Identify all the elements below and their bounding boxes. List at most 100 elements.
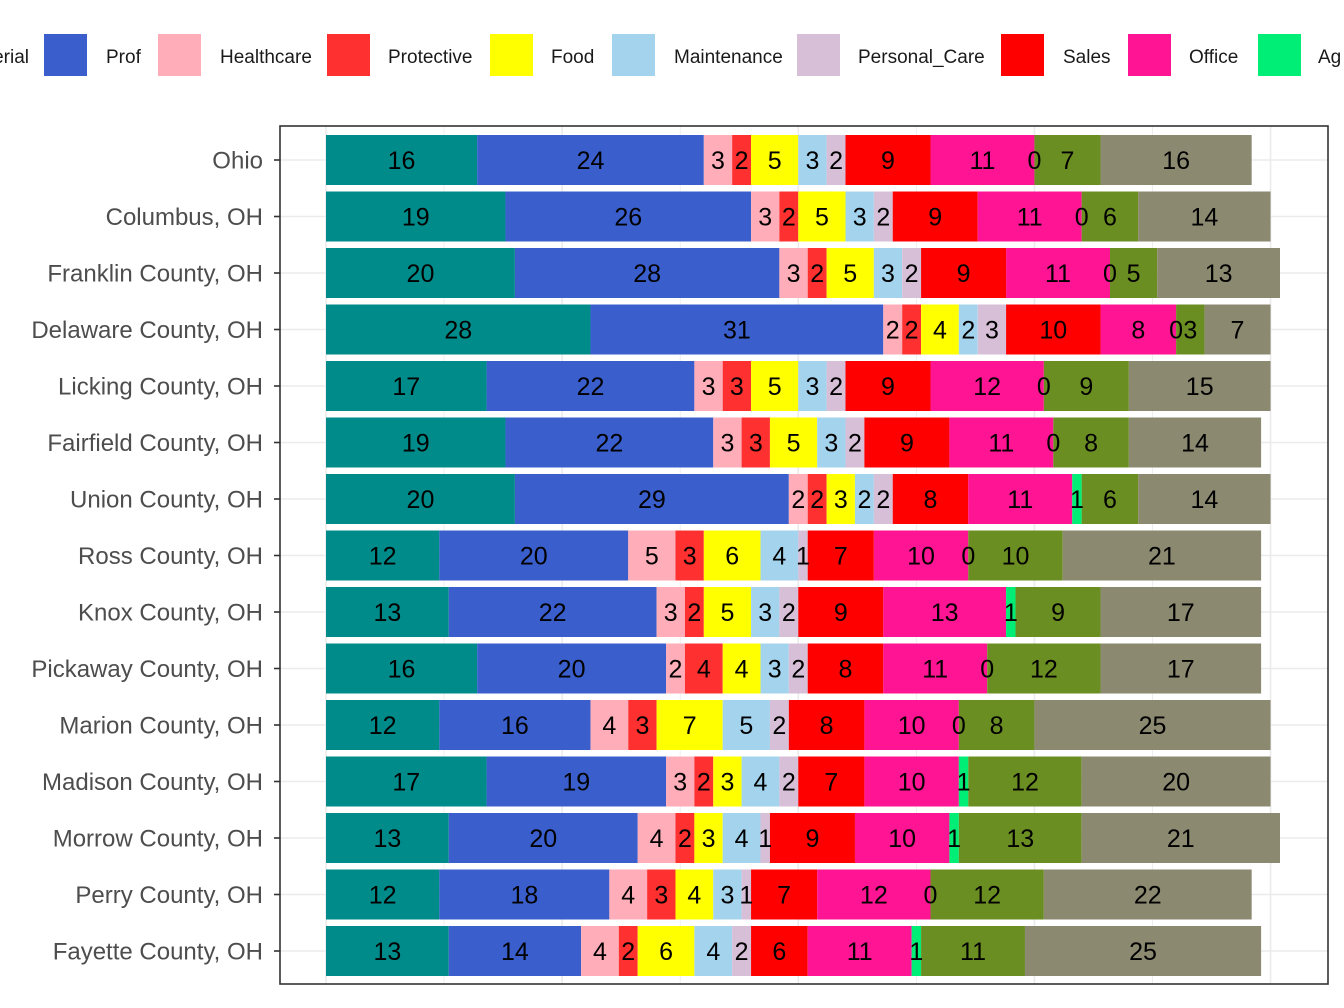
data-label: 11 (922, 656, 948, 684)
data-label: 12 (860, 882, 888, 910)
data-label: 3 (702, 373, 716, 401)
legend-key (1258, 34, 1301, 76)
data-label: 5 (768, 147, 782, 175)
data-label: 14 (1181, 430, 1209, 458)
data-label: 16 (501, 712, 529, 740)
data-label: 2 (810, 260, 824, 288)
bar-segment-prof (514, 474, 789, 524)
bar-segment-food (921, 304, 959, 355)
data-label: 17 (1167, 656, 1195, 684)
data-label: 17 (1167, 599, 1195, 627)
data-label: 5 (645, 543, 659, 571)
data-label: 2 (782, 204, 796, 232)
data-label: 2 (791, 656, 805, 684)
data-label: 2 (782, 769, 796, 797)
data-label: 12 (973, 373, 1001, 401)
legend-label: Prof (106, 47, 142, 68)
bar-segment-construction (958, 813, 1082, 863)
bar-segment-protective (628, 700, 657, 750)
bar-segment-sales (807, 643, 884, 694)
legend-key (158, 34, 201, 76)
bar-segment-protective (902, 304, 922, 355)
bar-segment-healthcare (666, 643, 685, 694)
bar-segment-maintenance (741, 756, 780, 807)
bar-segment-office (930, 361, 1044, 411)
data-label: 31 (723, 317, 751, 345)
legend-item-healthcare: Healthcare (158, 34, 312, 76)
category-label: Licking County, OH (58, 374, 263, 401)
bar-segment-protective (722, 361, 752, 411)
bar-segment-production (1128, 417, 1262, 468)
bar-segment-managerial (326, 530, 440, 581)
bar-segment-personal-care (977, 304, 1007, 355)
data-label: 1 (1004, 599, 1018, 627)
data-label: 0 (1169, 317, 1183, 345)
data-label: 3 (730, 373, 744, 401)
bar-segment-sales (892, 191, 978, 242)
bar-segment-construction (921, 926, 1025, 976)
data-label: 5 (768, 373, 782, 401)
data-label: 0 (952, 712, 966, 740)
legend-key (490, 34, 533, 76)
bar-segment-managerial (326, 813, 449, 863)
legend-item-protective: Protective (327, 34, 472, 76)
data-label: 2 (678, 825, 692, 853)
data-label: 10 (907, 543, 935, 571)
bar-segment-sales (798, 587, 884, 637)
data-label: 9 (881, 373, 895, 401)
data-label: 3 (768, 656, 782, 684)
bar-segment-protective (807, 248, 827, 298)
data-label: 5 (739, 712, 753, 740)
legend-key (1001, 34, 1044, 76)
legend-key (612, 34, 655, 76)
bar-segment-sales (751, 869, 818, 920)
data-label: 10 (1039, 317, 1067, 345)
data-label: 24 (577, 147, 605, 175)
bar-segment-food (769, 417, 818, 468)
data-label: 6 (1103, 486, 1117, 514)
data-label: 7 (1061, 147, 1075, 175)
data-label: 20 (520, 543, 548, 571)
bar-segment-production (1100, 135, 1252, 185)
bar-segment-office (949, 417, 1054, 468)
data-label: 2 (829, 373, 843, 401)
bar-segment-production (1081, 756, 1271, 807)
data-label: 11 (969, 147, 995, 175)
data-label: 10 (1002, 543, 1030, 571)
data-label: 1 (796, 543, 810, 571)
legend-item-food: Food (490, 34, 594, 76)
legend-item-sales: Sales (1001, 34, 1111, 76)
data-label: 3 (824, 430, 838, 458)
category-label: Ohio (212, 148, 263, 175)
category-label: Marion County, OH (59, 713, 263, 740)
bar-segment-managerial (326, 474, 515, 524)
data-label: 4 (602, 712, 616, 740)
data-label: 2 (697, 769, 711, 797)
data-label: 13 (373, 938, 401, 966)
legend-item-personal-care: Personal_Care (797, 34, 985, 76)
data-label: 13 (373, 825, 401, 853)
bar-segment-sales (864, 417, 950, 468)
data-label: 1 (909, 938, 923, 966)
data-label: 3 (664, 599, 678, 627)
bar-segment-construction (930, 869, 1044, 920)
bar-segment-protective (694, 756, 714, 807)
data-label: 14 (1191, 204, 1219, 232)
data-label: 7 (824, 769, 838, 797)
bar-segment-healthcare (788, 474, 808, 524)
bar-segment-managerial (326, 756, 487, 807)
bar-segment-construction (1081, 474, 1139, 524)
data-label: 6 (772, 938, 786, 966)
data-label: 3 (787, 260, 801, 288)
bar-segment-construction (1034, 135, 1101, 185)
bar-segment-managerial (326, 643, 478, 694)
bar-segment-prof (439, 869, 610, 920)
bar-segment-food (826, 474, 855, 524)
bar-segment-prof (439, 530, 629, 581)
data-label: 3 (702, 825, 716, 853)
data-label: 8 (839, 656, 853, 684)
category-label: Pickaway County, OH (31, 656, 263, 683)
bar-segment-personal-care (741, 869, 752, 920)
data-label: 12 (973, 882, 1001, 910)
category-label: Delaware County, OH (31, 317, 263, 344)
